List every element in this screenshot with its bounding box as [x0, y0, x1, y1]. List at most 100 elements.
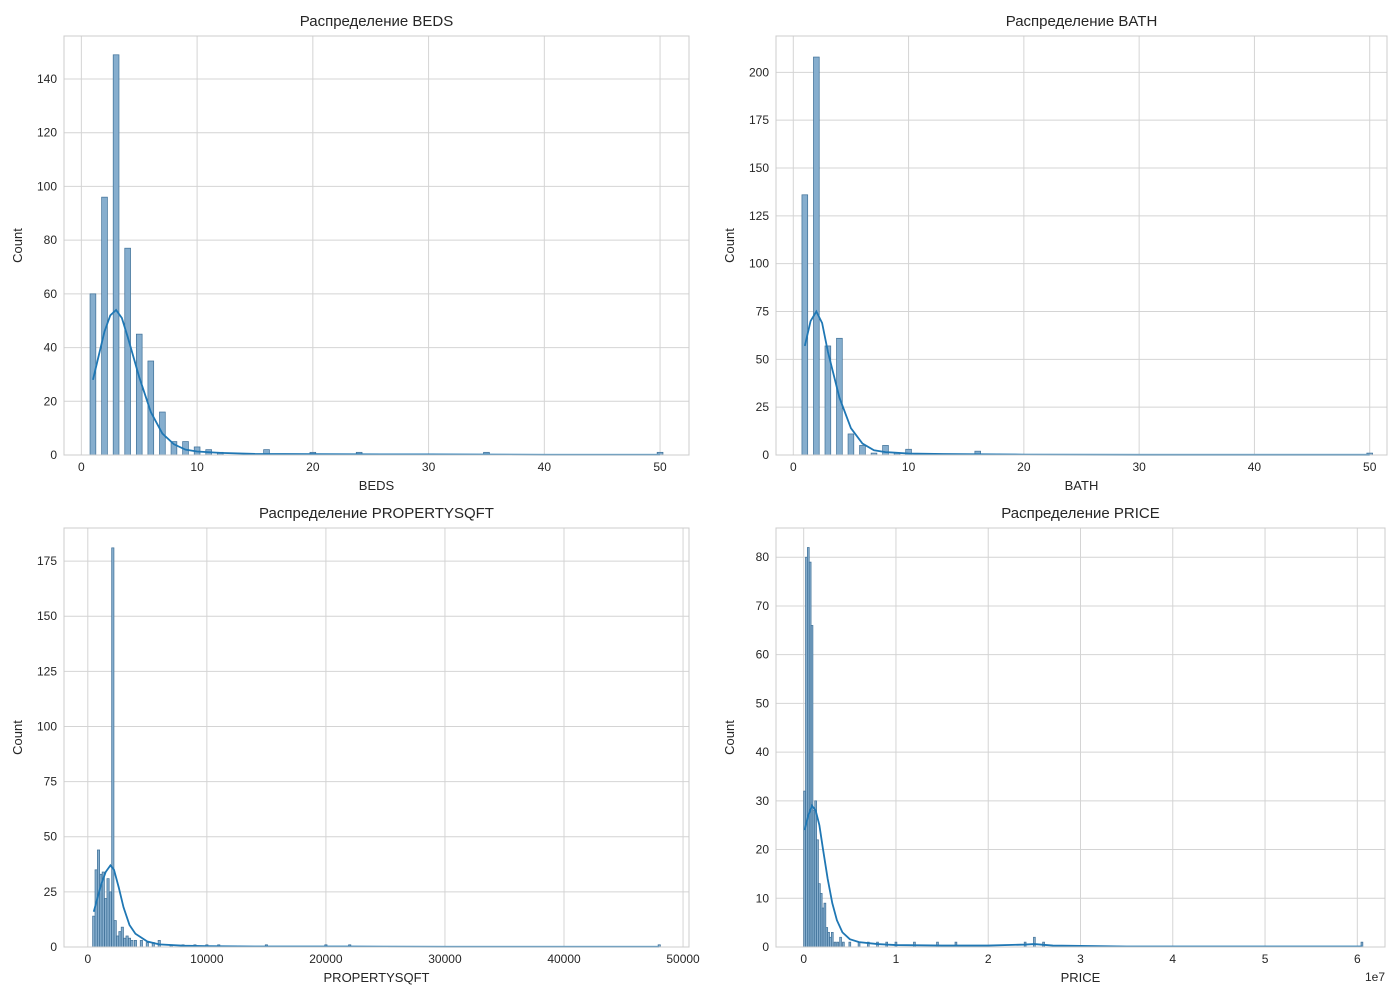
chart-panel-price: 0 1 2 3 4 5 6 0 10 20 30 40 50 60 70 80 Распределение PR… — [700, 500, 1400, 1000]
histogram-bar — [831, 932, 834, 948]
x-tick-label: 50 — [653, 460, 667, 474]
chart-title: Распределение BEDS — [300, 13, 454, 30]
kde-line — [92, 308, 661, 456]
y-tick-label: 125 — [37, 664, 57, 678]
x-axis-label: PROPERTYSQFT — [324, 970, 430, 985]
histogram-bar — [128, 937, 131, 948]
y-tick-label: 25 — [44, 885, 58, 899]
plot-frame — [63, 527, 690, 948]
histogram-bar — [113, 920, 117, 948]
y-tick-label: 60 — [44, 287, 58, 301]
histogram-bar — [130, 940, 134, 948]
x-tick-label: 20000 — [309, 952, 343, 966]
y-tick-label: 50 — [756, 696, 770, 710]
chart-panel-beds: 0 10 20 30 40 50 0 20 40 60 80 100 120 140 Распределен… — [0, 0, 700, 500]
x-tick-label: 0 — [790, 460, 797, 474]
x-tick-label: 40 — [538, 460, 552, 474]
histogram-bar — [1033, 936, 1036, 948]
x-tick-label: 5 — [1262, 952, 1269, 966]
y-axis-label: Count — [722, 720, 737, 755]
y-tick-label: 175 — [37, 554, 57, 568]
histogram-bar — [135, 333, 143, 456]
chart-panel-propertysqft: 0 10000 20000 30000 40000 50000 0 25 50 75 100 125 1… — [0, 500, 700, 1000]
chart-title: Распределение PROPERTYSQFT — [259, 505, 494, 522]
histogram-bar — [120, 926, 124, 948]
x-tick-label: 3 — [1077, 952, 1084, 966]
histogram-bar — [125, 935, 129, 948]
y-tick-label: 80 — [44, 233, 58, 247]
y-tick-label: 100 — [37, 719, 57, 733]
histogram-bar — [139, 940, 143, 948]
x-tick-label: 50 — [1363, 460, 1377, 474]
x-tick-label: 30000 — [428, 952, 462, 966]
histogram-bar — [118, 931, 122, 948]
x-tick-label: 4 — [1169, 952, 1176, 966]
x-tick-label: 0 — [800, 952, 807, 966]
x-tick-label: 1 — [893, 952, 900, 966]
histogram-bar — [108, 891, 112, 948]
y-tick-label: 25 — [756, 400, 770, 414]
x-tick-label: 30 — [422, 460, 436, 474]
y-axis-label: Count — [10, 720, 25, 755]
histogram-bar — [104, 898, 108, 948]
y-tick-label: 0 — [50, 448, 57, 462]
y-tick-label: 70 — [756, 599, 770, 613]
histogram-bar — [847, 433, 855, 456]
histogram-bar — [124, 247, 131, 456]
chart-panel-bath: 0 10 20 30 40 50 0 25 50 75 100 125 150 175 200 Распред… — [700, 0, 1400, 500]
histogram-bar — [123, 937, 127, 948]
x-tick-label: 2 — [985, 952, 992, 966]
chart-title: Распределение BATH — [1006, 13, 1158, 30]
x-tick-label: 20 — [306, 460, 320, 474]
y-axis-label: Count — [10, 228, 25, 263]
x-tick-label: 40 — [1248, 460, 1262, 474]
histogram-bar — [133, 940, 137, 948]
histogram-bar — [836, 941, 840, 948]
histogram-bar — [839, 936, 842, 948]
axis-offset-label: 1e7 — [1365, 970, 1385, 984]
y-tick-label: 100 — [749, 257, 769, 271]
y-tick-label: 30 — [756, 794, 770, 808]
y-tick-label: 60 — [756, 648, 770, 662]
y-tick-label: 0 — [50, 940, 57, 954]
histogram-chart-1: 0 10 20 30 40 50 0 20 40 60 80 100 120 140 Распределен… — [10, 13, 690, 493]
y-tick-label: 10 — [756, 891, 770, 905]
y-tick-label: 120 — [37, 126, 57, 140]
y-axis-label: Count — [722, 228, 737, 263]
histogram-bar — [848, 941, 852, 948]
plot-frame — [775, 527, 1386, 948]
y-tick-label: 75 — [44, 775, 58, 789]
y-tick-label: 40 — [44, 341, 58, 355]
y-tick-label: 0 — [762, 940, 769, 954]
histogram-chart-2: 0 10 20 30 40 50 0 25 50 75 100 125 150 175 200 Распред… — [722, 13, 1388, 493]
histogram-bar — [111, 547, 115, 948]
x-tick-label: 20 — [1017, 460, 1031, 474]
y-tick-label: 150 — [749, 161, 769, 175]
histogram-bar — [833, 941, 837, 948]
histogram-bar — [842, 941, 845, 948]
y-tick-label: 140 — [37, 72, 57, 86]
kde-line — [803, 803, 1362, 948]
kde-line — [803, 309, 1370, 456]
y-tick-label: 50 — [756, 352, 770, 366]
x-tick-label: 6 — [1354, 952, 1361, 966]
y-tick-label: 150 — [37, 609, 57, 623]
y-tick-label: 0 — [762, 448, 769, 462]
y-tick-label: 20 — [44, 394, 58, 408]
x-axis-label: BATH — [1065, 478, 1099, 493]
plot-frame — [775, 35, 1388, 456]
x-tick-label: 0 — [84, 952, 91, 966]
histogram-bar — [801, 194, 809, 456]
plot-frame — [63, 35, 690, 456]
histogram-bar — [112, 54, 120, 456]
histogram-bar — [145, 942, 149, 948]
x-axis-label: BEDS — [359, 478, 395, 493]
y-tick-label: 75 — [756, 305, 770, 319]
x-tick-label: 10000 — [190, 952, 224, 966]
x-tick-label: 30 — [1132, 460, 1146, 474]
y-tick-label: 175 — [749, 113, 769, 127]
histogram-bar — [859, 445, 866, 456]
y-tick-label: 50 — [44, 830, 58, 844]
histogram-bar — [882, 445, 889, 456]
